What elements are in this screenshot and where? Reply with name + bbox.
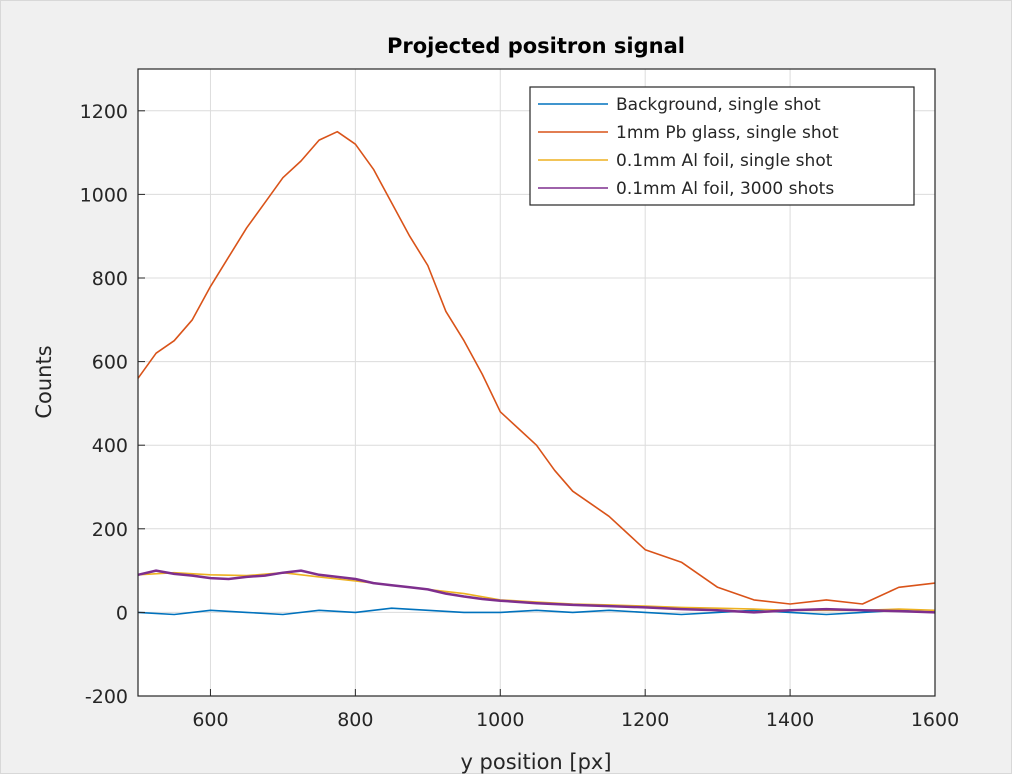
legend-label-pb-glass: 1mm Pb glass, single shot bbox=[616, 123, 839, 143]
legend-label-background: Background, single shot bbox=[616, 95, 821, 115]
series-background-line bbox=[137, 607, 936, 616]
y-tick-label: 600 bbox=[92, 352, 128, 374]
axes-box bbox=[137, 68, 936, 697]
x-tick-label: 1400 bbox=[766, 709, 814, 731]
x-axis-label: y position [px] bbox=[460, 750, 611, 774]
legend: Background, single shot 1mm Pb glass, si… bbox=[529, 86, 915, 206]
y-tick-label: -200 bbox=[85, 686, 128, 708]
x-tick-label: 600 bbox=[192, 709, 228, 731]
x-tick-label: 800 bbox=[337, 709, 373, 731]
series-layer bbox=[137, 130, 936, 616]
legend-label-al-foil-single: 0.1mm Al foil, single shot bbox=[616, 151, 833, 171]
y-tick-label: 800 bbox=[92, 268, 128, 290]
y-axis-label: Counts bbox=[32, 345, 56, 418]
series-pb-glass-line bbox=[137, 130, 936, 605]
x-tick-label: 1000 bbox=[476, 709, 524, 731]
legend-box bbox=[529, 86, 915, 206]
y-tick-label: 0 bbox=[116, 602, 128, 624]
y-tick-label: 400 bbox=[92, 435, 128, 457]
y-tick-label: 200 bbox=[92, 519, 128, 541]
legend-label-al-foil-3000: 0.1mm Al foil, 3000 shots bbox=[616, 179, 834, 199]
x-tick-label: 1200 bbox=[621, 709, 669, 731]
series-al-foil-3000-line bbox=[137, 569, 936, 614]
y-tick-label: 1200 bbox=[80, 101, 128, 123]
chart-title: Projected positron signal bbox=[387, 34, 685, 58]
y-tick-label: 1000 bbox=[80, 184, 128, 206]
x-tick-label: 1600 bbox=[911, 709, 959, 731]
ticks: 600 800 1000 1200 1400 1600 -200 0 200 400 600 800 1… bbox=[80, 101, 960, 731]
